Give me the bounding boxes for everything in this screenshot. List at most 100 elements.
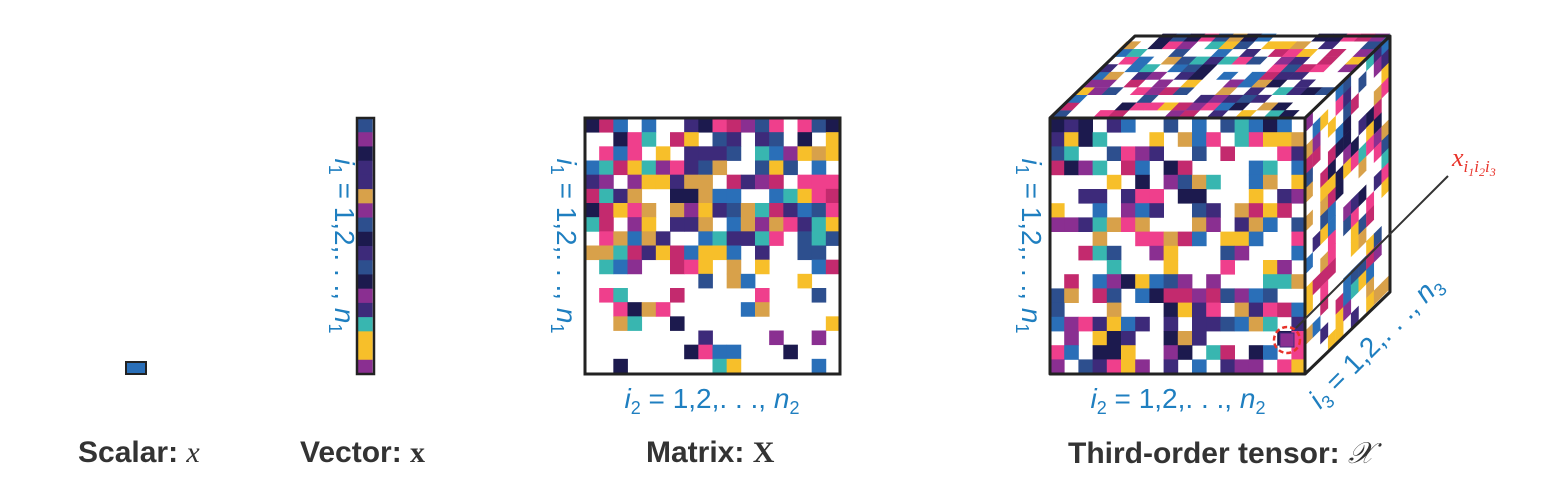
matrix-cell bbox=[740, 273, 756, 289]
tensor-cell bbox=[1291, 146, 1306, 161]
tensor-cell bbox=[1106, 174, 1122, 190]
tensor-cell bbox=[1192, 217, 1207, 232]
tensor-cell bbox=[1078, 359, 1093, 374]
tensor-cell bbox=[1138, 64, 1161, 73]
tensor-cell bbox=[1149, 245, 1164, 261]
tensor-cell bbox=[1248, 345, 1264, 360]
tensor-cell bbox=[1094, 79, 1118, 88]
tensor-cell bbox=[1192, 174, 1207, 190]
tensor-index-i2: i2 = 1,2,. . ., n2 bbox=[1091, 383, 1266, 418]
tensor-cell bbox=[1092, 160, 1108, 176]
tensor-cell bbox=[1327, 200, 1336, 224]
tensor-cell bbox=[1335, 93, 1344, 117]
tensor-cell bbox=[1291, 302, 1306, 318]
matrix-cell bbox=[811, 259, 827, 275]
tensor-cell bbox=[1050, 302, 1065, 318]
tensor-cell bbox=[1135, 359, 1150, 374]
matrix-cell bbox=[698, 259, 713, 275]
tensor-cell bbox=[1381, 62, 1390, 85]
tensor-cell bbox=[1158, 87, 1181, 96]
matrix-cell bbox=[613, 188, 628, 204]
tensor-cell bbox=[1206, 132, 1221, 147]
tensor-cell bbox=[1092, 189, 1108, 204]
matrix-cell bbox=[655, 174, 671, 190]
tensor-cell bbox=[1263, 110, 1286, 118]
tensor-cell bbox=[1177, 110, 1201, 118]
tensor-cell bbox=[1080, 79, 1104, 88]
tensor-cell bbox=[1260, 41, 1284, 50]
element-leader-line bbox=[1295, 175, 1449, 329]
matrix-cell bbox=[769, 132, 784, 147]
tensor-cell bbox=[1192, 132, 1207, 147]
tensor-cell bbox=[1217, 56, 1240, 65]
tensor-cell bbox=[1305, 138, 1313, 161]
matrix-cell bbox=[797, 132, 813, 147]
tensor-cell bbox=[1050, 160, 1065, 176]
tensor-cell bbox=[1163, 331, 1179, 346]
matrix-cell bbox=[769, 146, 784, 161]
tensor-cell bbox=[1350, 234, 1359, 258]
tensor-cell bbox=[1344, 56, 1368, 65]
tensor-cell bbox=[1250, 79, 1274, 88]
tensor-cell bbox=[1277, 146, 1292, 161]
tensor-index-i1: i1 = 1,2,. . ., n1 bbox=[1012, 159, 1047, 334]
tensor-cell bbox=[1135, 146, 1150, 161]
tensor-cell bbox=[1272, 71, 1296, 80]
tensor-cell bbox=[1343, 270, 1352, 294]
matrix-cell bbox=[797, 188, 813, 204]
tensor-cell bbox=[1092, 288, 1108, 303]
tensor-cell bbox=[1149, 288, 1164, 303]
tensor-cell bbox=[1101, 87, 1124, 96]
tensor-cell bbox=[1327, 186, 1336, 210]
tensor-cell bbox=[1248, 189, 1264, 204]
matrix-cell bbox=[655, 245, 671, 261]
matrix-cell bbox=[811, 288, 827, 303]
matrix-cell bbox=[641, 160, 657, 176]
matrix-cell bbox=[627, 203, 643, 218]
vector-caption: Vector: x bbox=[300, 436, 425, 470]
tensor-cell bbox=[1220, 260, 1235, 275]
tensor-cell bbox=[1228, 102, 1251, 111]
tensor-cell bbox=[1350, 149, 1359, 172]
tensor-cell bbox=[1366, 247, 1375, 271]
tensor-cell bbox=[1358, 156, 1367, 179]
vector-cell bbox=[358, 345, 373, 361]
tensor-cell bbox=[1343, 299, 1352, 322]
matrix-cell bbox=[684, 259, 699, 275]
matrix-cell bbox=[627, 245, 643, 261]
matrix-cell bbox=[712, 160, 728, 176]
scalar-caption-symbol: x bbox=[186, 436, 200, 469]
tensor-cell bbox=[1305, 323, 1313, 346]
matrix-cell bbox=[599, 259, 614, 275]
tensor-cell bbox=[1092, 110, 1116, 118]
tensor-cell bbox=[1129, 87, 1153, 96]
tensor-cell bbox=[1207, 94, 1230, 103]
tensor-cell bbox=[1320, 180, 1329, 203]
tensor-cell bbox=[1358, 255, 1367, 278]
tensor-cell bbox=[1277, 274, 1292, 289]
vector-cell bbox=[358, 132, 373, 147]
matrix-cell bbox=[613, 245, 628, 261]
tensor-cell bbox=[1381, 118, 1390, 142]
tensor-cell bbox=[1064, 217, 1079, 232]
matrix-cell bbox=[599, 118, 614, 133]
tensor-cell bbox=[1064, 132, 1079, 147]
tensor-cell bbox=[1327, 158, 1336, 181]
matrix-cell bbox=[740, 231, 756, 246]
matrix-cell bbox=[783, 146, 798, 161]
tensor-cell bbox=[1320, 322, 1329, 345]
tensor-cell bbox=[1273, 56, 1297, 65]
vector-cell bbox=[358, 302, 373, 318]
matrix-cell bbox=[599, 203, 614, 218]
tensor-cell bbox=[1050, 316, 1065, 332]
vector-cell bbox=[358, 174, 373, 190]
scalar-figure bbox=[125, 361, 147, 375]
tensor-cell bbox=[1234, 118, 1250, 133]
matrix-cell bbox=[755, 217, 770, 232]
tensor-cell bbox=[1277, 189, 1292, 204]
matrix-cell bbox=[811, 118, 827, 133]
matrix-cell bbox=[670, 288, 685, 303]
tensor-cell bbox=[1289, 41, 1312, 50]
matrix-cell bbox=[670, 132, 685, 147]
tensor-cell bbox=[1350, 277, 1359, 300]
